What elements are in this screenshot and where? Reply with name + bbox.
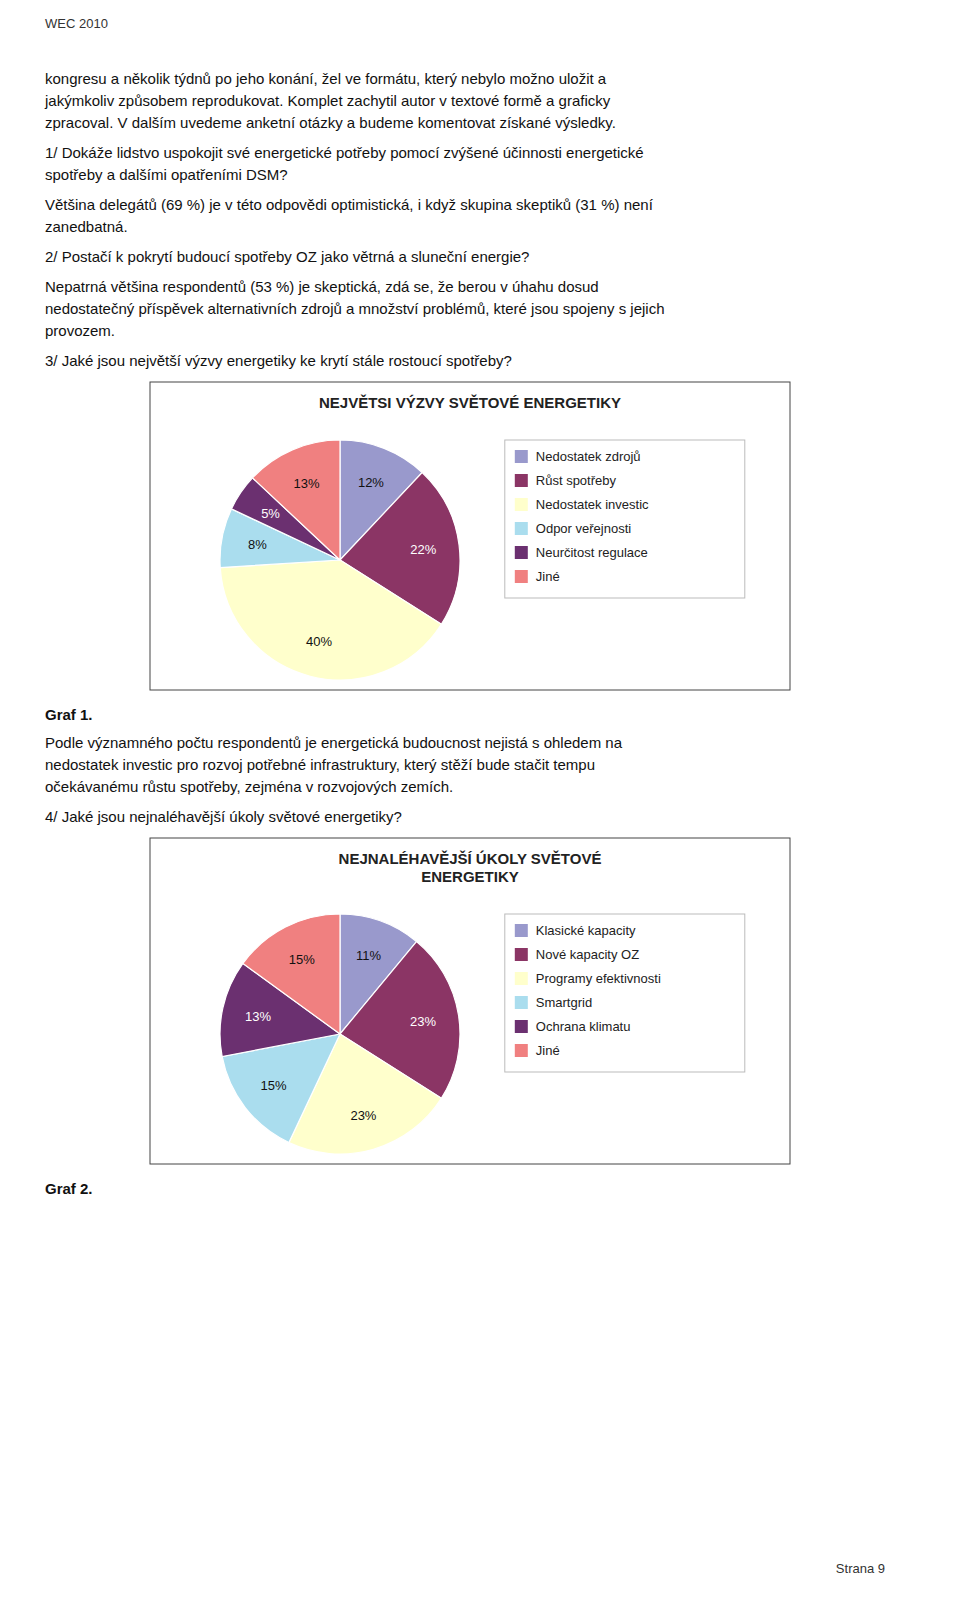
legend-entry: Jiné <box>536 1043 560 1058</box>
data-label: 8% <box>248 537 267 552</box>
chart-frame <box>150 382 790 690</box>
caption: Graf 1. <box>45 706 93 723</box>
body-text: 3/ Jaké jsou největší výzvy energetiky k… <box>45 352 512 369</box>
data-label: 40% <box>306 634 332 649</box>
legend: Klasické kapacity Nové kapacity OZ Program… <box>505 914 745 1072</box>
legend-swatch <box>515 546 528 559</box>
legend-swatch <box>515 996 528 1009</box>
legend-entry: Růst spotřeby <box>536 473 617 488</box>
legend-swatch <box>515 570 528 583</box>
legend-swatch <box>515 924 528 937</box>
slices <box>220 440 460 680</box>
data-label: 22% <box>410 542 436 557</box>
data-label: 12% <box>358 475 384 490</box>
chart-title: NEJVĚTSI VÝZVY SVĚTOVÉ ENERGETIKY <box>319 394 621 411</box>
data-label: 11% <box>356 948 381 963</box>
data-label: 5% <box>261 506 280 521</box>
body-text: Nepatrná většina respondentů (53 %) je s… <box>45 278 599 295</box>
page-number: Strana 9 <box>836 1561 885 1576</box>
body-text: zanedbatná. <box>45 218 128 235</box>
body-text: spotřeby a dalšími opatřeními DSM? <box>45 166 288 183</box>
legend-entry: Neurčitost regulace <box>536 545 648 560</box>
data-label: 13% <box>294 476 320 491</box>
body-text: očekávanému růstu spotřeby, zejména v ro… <box>45 778 453 795</box>
background <box>0 0 960 1597</box>
body-text: kongresu a několik týdnů po jeho konání,… <box>45 70 607 87</box>
legend-entry: Smartgrid <box>536 995 592 1010</box>
legend-entry: Programy efektivnosti <box>536 971 661 986</box>
legend-entry: Ochrana klimatu <box>536 1019 631 1034</box>
legend-swatch <box>515 1044 528 1057</box>
legend-entry: Nedostatek zdrojů <box>536 449 641 464</box>
pie-slice <box>220 560 441 680</box>
body-text: 1/ Dokáže lidstvo uspokojit své energeti… <box>45 144 644 161</box>
legend-swatch <box>515 972 528 985</box>
data-label: 13% <box>245 1009 271 1024</box>
legend-swatch <box>515 948 528 961</box>
legend-entry: Nové kapacity OZ <box>536 947 639 962</box>
legend-entry: Klasické kapacity <box>536 923 636 938</box>
legend-swatch <box>515 450 528 463</box>
body-text: jakýmkoliv způsobem reprodukovat. Komple… <box>44 92 611 109</box>
legend-swatch <box>515 474 528 487</box>
chart: NEJNALÉHAVĚJŠÍ ÚKOLY SVĚTOVÉENERGETIKY 11… <box>150 838 790 1164</box>
legend-entry: Nedostatek investic <box>536 497 649 512</box>
legend-swatch <box>515 522 528 535</box>
body-text: zpracoval. V dalším uvedeme anketní otáz… <box>45 114 616 131</box>
body-text: nedostatečný příspěvek alternativních zd… <box>45 300 664 317</box>
body-text: Většina delegátů (69 %) je v této odpově… <box>45 196 654 213</box>
chart-title: NEJNALÉHAVĚJŠÍ ÚKOLY SVĚTOVÉENERGETIKY <box>339 850 602 885</box>
caption: Graf 2. <box>45 1180 93 1197</box>
data-label: 15% <box>261 1078 287 1093</box>
header: WEC 2010 <box>45 16 108 31</box>
legend-swatch <box>515 498 528 511</box>
body-text: nedostatek investic pro rozvoj potřebné … <box>45 756 595 773</box>
legend-entry: Odpor veřejnosti <box>536 521 631 536</box>
body-text: Podle významného počtu respondentů je en… <box>45 734 623 751</box>
body-text: 4/ Jaké jsou nejnaléhavější úkoly světov… <box>45 808 402 825</box>
data-label: 23% <box>410 1014 436 1029</box>
chart-frame <box>150 838 790 1164</box>
pie-slice <box>243 914 340 1034</box>
body-text: 2/ Postačí k pokrytí budoucí spotřeby OZ… <box>45 248 529 265</box>
chart: NEJVĚTSI VÝZVY SVĚTOVÉ ENERGETIKY 12% 22% 4… <box>150 382 790 690</box>
legend-frame <box>505 914 745 1072</box>
legend: Nedostatek zdrojů Růst spotřeby Nedostatek… <box>505 440 745 598</box>
data-labels: 11% 23% 23% 15% 13% 15% <box>245 948 436 1123</box>
data-label: 23% <box>350 1108 376 1123</box>
slices <box>220 914 460 1154</box>
legend-frame <box>505 440 745 598</box>
legend-entry: Jiné <box>536 569 560 584</box>
page: WEC 2010 kongresu a několik týdnů po jeho… <box>0 0 960 1597</box>
data-label: 15% <box>289 952 315 967</box>
body-text: provozem. <box>45 322 115 339</box>
legend-swatch <box>515 1020 528 1033</box>
data-labels: 12% 22% 40% 8% 5% 13% <box>248 475 437 649</box>
